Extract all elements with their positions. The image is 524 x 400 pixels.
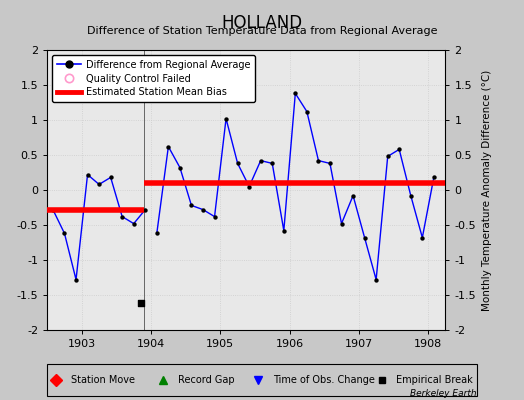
Point <box>136 300 145 306</box>
Point <box>430 174 438 181</box>
Text: Record Gap: Record Gap <box>178 375 235 385</box>
Point <box>187 202 195 209</box>
Point <box>210 214 219 220</box>
Point <box>72 276 80 283</box>
Text: Station Move: Station Move <box>71 375 135 385</box>
Point <box>326 160 334 166</box>
Text: Difference of Station Temperature Data from Regional Average: Difference of Station Temperature Data f… <box>87 26 437 36</box>
Point <box>95 181 103 188</box>
Point <box>256 157 265 164</box>
Point <box>233 160 242 166</box>
Point <box>83 171 92 178</box>
Point <box>395 146 403 153</box>
Text: Time of Obs. Change: Time of Obs. Change <box>272 375 375 385</box>
Point <box>60 230 69 237</box>
Y-axis label: Monthly Temperature Anomaly Difference (°C): Monthly Temperature Anomaly Difference (… <box>482 69 492 311</box>
Point <box>222 116 230 122</box>
Point <box>176 164 184 171</box>
Point <box>314 157 323 164</box>
Point <box>118 214 126 220</box>
Text: Berkeley Earth: Berkeley Earth <box>410 389 477 398</box>
Point <box>361 234 369 241</box>
Point <box>245 183 254 190</box>
Point <box>280 227 288 234</box>
Point <box>141 206 149 213</box>
Text: HOLLAND: HOLLAND <box>222 14 302 32</box>
Legend: Difference from Regional Average, Quality Control Failed, Estimated Station Mean: Difference from Regional Average, Qualit… <box>52 55 255 102</box>
Point <box>49 206 57 213</box>
Point <box>268 160 277 166</box>
Point <box>337 220 346 227</box>
Point <box>372 276 380 283</box>
Point <box>152 230 161 237</box>
Point <box>291 90 300 96</box>
Point <box>418 234 427 241</box>
Point <box>106 174 115 181</box>
Point <box>199 206 207 213</box>
Point <box>129 220 138 227</box>
Point <box>164 143 172 150</box>
Point <box>384 153 392 160</box>
Point <box>303 108 311 115</box>
Point <box>349 192 357 199</box>
Text: Empirical Break: Empirical Break <box>396 375 473 385</box>
Point <box>407 192 415 199</box>
